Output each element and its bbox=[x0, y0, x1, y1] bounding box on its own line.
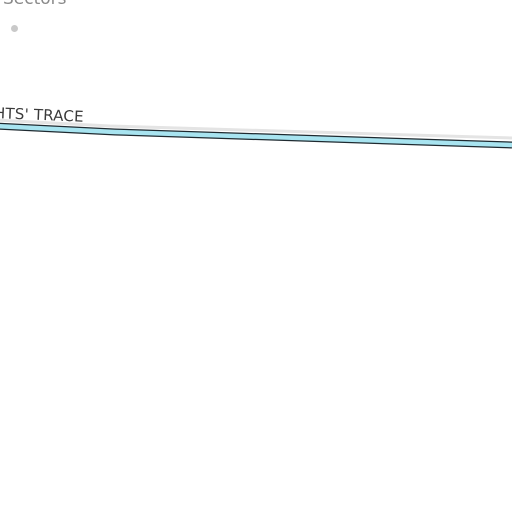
place-marker-dot bbox=[11, 25, 18, 32]
road-label: HTS' TRACE bbox=[0, 104, 85, 126]
road-fill bbox=[0, 123, 512, 148]
road-shadow-line bbox=[0, 118, 512, 140]
place-label-sectors: Sectors bbox=[3, 0, 67, 8]
